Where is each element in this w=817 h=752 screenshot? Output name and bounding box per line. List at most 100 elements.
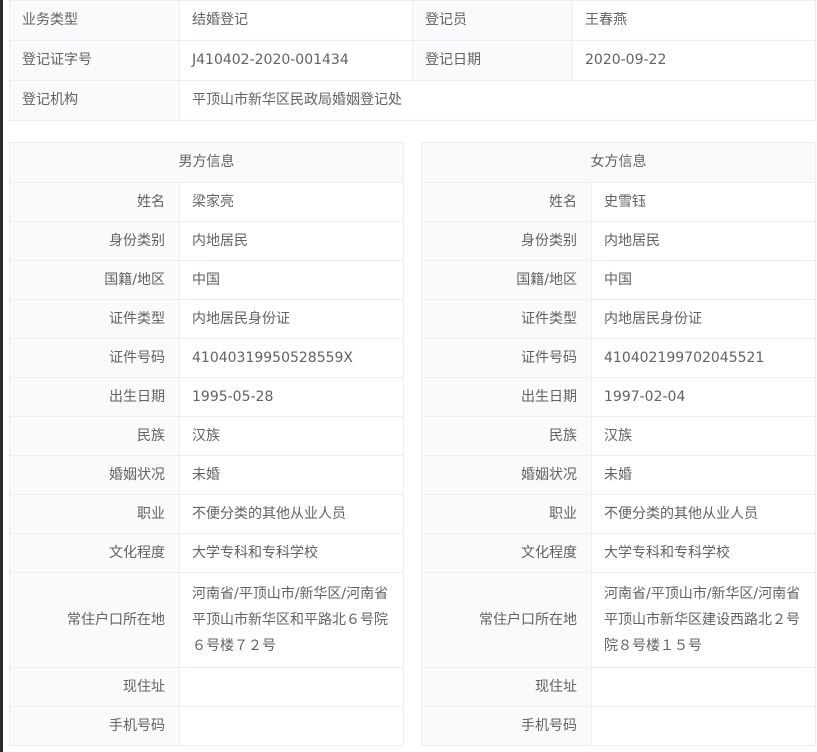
female-field-value: 未婚 [591,455,816,495]
male-field-label: 常住户口所在地 [9,572,180,668]
registration-date-label: 登记日期 [412,40,573,81]
male-field-label: 文化程度 [9,533,180,573]
table-row: 手机号码 [9,706,404,746]
female-field-label: 国籍/地区 [421,260,592,300]
table-row: 身份类别 内地居民 [421,221,816,261]
female-field-label: 民族 [421,416,592,456]
registration-summary-table: 业务类型 结婚登记 登记员 王春燕 登记证字号 J410402-2020-001… [9,0,816,121]
male-field-value [179,706,404,746]
table-row: 职业 不便分类的其他从业人员 [9,494,404,534]
female-field-value: 内地居民 [591,221,816,261]
female-field-label: 手机号码 [421,706,592,746]
table-row: 姓名 史雪钰 [421,182,816,222]
female-field-label: 婚姻状况 [421,455,592,495]
female-field-label: 文化程度 [421,533,592,573]
female-field-value [591,706,816,746]
male-field-label: 出生日期 [9,377,180,417]
table-row: 证件号码 41040319950528559X [9,338,404,378]
table-row: 常住户口所在地 河南省/平顶山市/新华区/河南省平顶山市新华区和平路北６号院６号楼… [9,572,404,668]
male-field-value [179,667,404,707]
registrar-value: 王春燕 [572,0,816,41]
table-row: 文化程度 大学专科和专科学校 [9,533,404,573]
female-field-label: 证件类型 [421,299,592,339]
panel-header-row: 男方信息 [9,142,404,183]
female-info-body: 女方信息 姓名 史雪钰 身份类别 内地居民 国籍/地区 中国 证件类型 内地居民身份证 证件号码… [421,142,816,746]
business-type-value: 结婚登记 [179,0,413,41]
table-row: 手机号码 [421,706,816,746]
table-row: 国籍/地区 中国 [421,260,816,300]
male-field-value: 梁家亮 [179,182,404,222]
male-field-value: 未婚 [179,455,404,495]
female-info-table: 女方信息 姓名 史雪钰 身份类别 内地居民 国籍/地区 中国 证件类型 内地居民身份证 证件号码… [421,142,816,746]
male-panel-title: 男方信息 [9,142,404,183]
table-row: 证件类型 内地居民身份证 [9,299,404,339]
male-field-label: 姓名 [9,182,180,222]
female-field-value: 410402199702045521 [591,338,816,378]
male-field-value: 河南省/平顶山市/新华区/河南省平顶山市新华区和平路北６号院６号楼７２号 [179,572,404,668]
registration-office-label: 登记机构 [9,80,180,121]
registration-date-value: 2020-09-22 [572,40,816,81]
female-panel-title: 女方信息 [421,142,816,183]
table-row: 身份类别 内地居民 [9,221,404,261]
female-field-value [591,667,816,707]
table-row: 姓名 梁家亮 [9,182,404,222]
female-field-value: 汉族 [591,416,816,456]
female-field-label: 出生日期 [421,377,592,417]
certificate-number-value: J410402-2020-001434 [179,40,413,81]
table-row: 常住户口所在地 河南省/平顶山市/新华区/河南省平顶山市新华区建设西路北２号院８号… [421,572,816,668]
table-row: 现住址 [9,667,404,707]
table-row: 民族 汉族 [9,416,404,456]
female-field-label: 职业 [421,494,592,534]
male-field-label: 现住址 [9,667,180,707]
female-field-label: 证件号码 [421,338,592,378]
registration-office-value: 平顶山市新华区民政局婚姻登记处 [179,80,816,121]
table-row: 出生日期 1995-05-28 [9,377,404,417]
person-panels: 男方信息 姓名 梁家亮 身份类别 内地居民 国籍/地区 中国 证件类型 内地居民身份证 证件号码… [9,142,816,746]
male-field-label: 国籍/地区 [9,260,180,300]
panel-header-row: 女方信息 [421,142,816,183]
table-row: 现住址 [421,667,816,707]
registration-summary-section: 业务类型 结婚登记 登记员 王春燕 登记证字号 J410402-2020-001… [9,0,816,121]
male-field-value: 中国 [179,260,404,300]
male-info-panel: 男方信息 姓名 梁家亮 身份类别 内地居民 国籍/地区 中国 证件类型 内地居民身份证 证件号码… [9,142,404,746]
business-type-label: 业务类型 [9,0,180,41]
female-field-label: 现住址 [421,667,592,707]
female-field-value: 史雪钰 [591,182,816,222]
male-field-value: 不便分类的其他从业人员 [179,494,404,534]
table-row: 登记证字号 J410402-2020-001434 登记日期 2020-09-2… [9,40,816,81]
table-row: 婚姻状况 未婚 [9,455,404,495]
male-field-value: 内地居民身份证 [179,299,404,339]
table-row: 登记机构 平顶山市新华区民政局婚姻登记处 [9,80,816,121]
male-field-label: 民族 [9,416,180,456]
male-field-label: 职业 [9,494,180,534]
table-row: 业务类型 结婚登记 登记员 王春燕 [9,0,816,41]
registrar-label: 登记员 [412,0,573,41]
female-info-panel: 女方信息 姓名 史雪钰 身份类别 内地居民 国籍/地区 中国 证件类型 内地居民身份证 证件号码… [421,142,816,746]
table-row: 文化程度 大学专科和专科学校 [421,533,816,573]
male-field-label: 身份类别 [9,221,180,261]
female-field-label: 姓名 [421,182,592,222]
male-field-label: 证件号码 [9,338,180,378]
male-field-label: 证件类型 [9,299,180,339]
male-field-label: 手机号码 [9,706,180,746]
female-field-value: 中国 [591,260,816,300]
registration-summary-body: 业务类型 结婚登记 登记员 王春燕 登记证字号 J410402-2020-001… [9,0,816,121]
male-field-value: 大学专科和专科学校 [179,533,404,573]
female-field-value: 内地居民身份证 [591,299,816,339]
table-row: 民族 汉族 [421,416,816,456]
female-field-value: 河南省/平顶山市/新华区/河南省平顶山市新华区建设西路北２号院８号楼１５号 [591,572,816,668]
female-field-value: 1997-02-04 [591,377,816,417]
female-field-value: 不便分类的其他从业人员 [591,494,816,534]
table-row: 国籍/地区 中国 [9,260,404,300]
table-row: 职业 不便分类的其他从业人员 [421,494,816,534]
female-field-label: 身份类别 [421,221,592,261]
table-row: 证件类型 内地居民身份证 [421,299,816,339]
table-row: 证件号码 410402199702045521 [421,338,816,378]
male-field-label: 婚姻状况 [9,455,180,495]
male-field-value: 41040319950528559X [179,338,404,378]
female-field-label: 常住户口所在地 [421,572,592,668]
female-field-value: 大学专科和专科学校 [591,533,816,573]
certificate-number-label: 登记证字号 [9,40,180,81]
male-field-value: 汉族 [179,416,404,456]
